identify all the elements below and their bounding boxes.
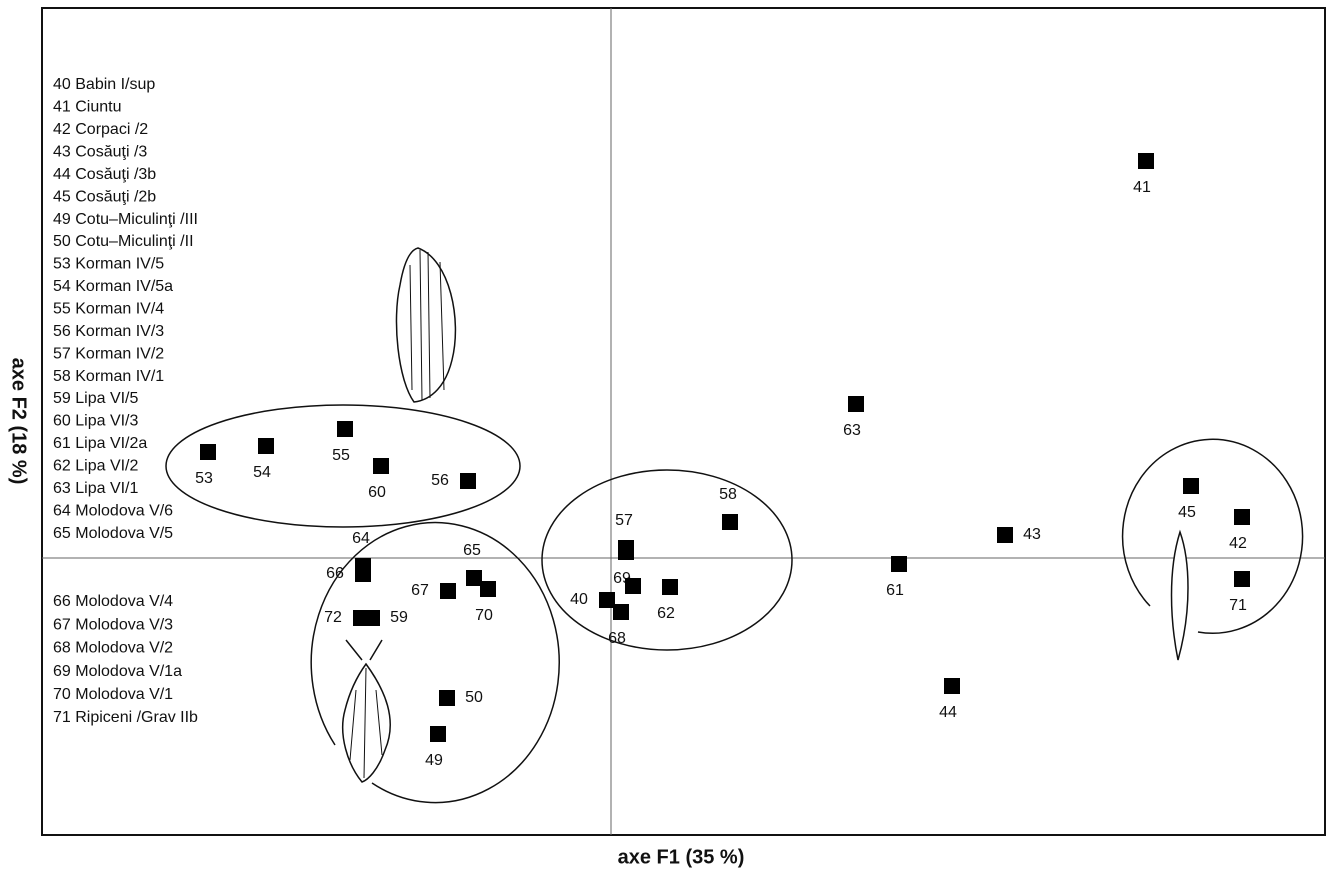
legend-entry: 68 Molodova V/2 (53, 640, 173, 657)
point-label: 63 (843, 422, 861, 439)
plot-frame (42, 8, 1325, 835)
legend-entry: 60 Lipa VI/3 (53, 413, 139, 430)
legend-entry: 64 Molodova V/6 (53, 502, 173, 519)
cluster-outlines (166, 405, 1303, 803)
legend-entry: 55 Korman IV/4 (53, 301, 164, 318)
point (439, 690, 455, 706)
legend-entry: 50 Cotu–Miculinţi /II (53, 233, 194, 250)
legend-entry: 54 Korman IV/5a (53, 278, 173, 295)
y-axis-label: axe F2 (18 %) (8, 358, 30, 485)
point (466, 570, 482, 586)
point (1234, 509, 1250, 525)
point (258, 438, 274, 454)
legend-entry: 45 Cosăuţi /2b (53, 188, 156, 205)
point-label: 62 (657, 605, 675, 622)
legend-entry: 59 Lipa VI/5 (53, 390, 139, 407)
legend-entry: 63 Lipa VI/1 (53, 480, 139, 497)
point (1138, 153, 1154, 169)
legend-entry: 61 Lipa VI/2a (53, 435, 147, 452)
point-label: 41 (1133, 179, 1151, 196)
point-label: 54 (253, 464, 271, 481)
point-label: 68 (608, 630, 626, 647)
legend-entry: 42 Corpaci /2 (53, 121, 148, 138)
legend-entry: 70 Molodova V/1 (53, 686, 173, 703)
legend-entry: 53 Korman IV/5 (53, 256, 164, 273)
point (722, 514, 738, 530)
point-label: 72 (324, 609, 342, 626)
point-label: 57 (615, 512, 633, 529)
point (440, 583, 456, 599)
point-label: 44 (939, 704, 957, 721)
point (613, 604, 629, 620)
point-label: 56 (431, 472, 449, 489)
legend-entry: 41 Ciuntu (53, 99, 122, 116)
point-label: 61 (886, 582, 904, 599)
point (355, 566, 371, 582)
blade-drawing (1172, 532, 1189, 660)
point (1183, 478, 1199, 494)
point (460, 473, 476, 489)
point-label: 71 (1229, 597, 1247, 614)
point-label: 43 (1023, 526, 1041, 543)
legend-entry: 40 Babin I/sup (53, 76, 155, 93)
point-label: 64 (352, 530, 370, 547)
legend-entry: 44 Cosăuţi /3b (53, 166, 156, 183)
point (373, 458, 389, 474)
point-label: 59 (390, 609, 408, 626)
legend-entry: 69 Molodova V/1a (53, 663, 182, 680)
point-label: 60 (368, 484, 386, 501)
point (848, 396, 864, 412)
point-label: 70 (475, 607, 493, 624)
point (364, 610, 380, 626)
point (997, 527, 1013, 543)
point (662, 579, 678, 595)
legend-entry: 62 Lipa VI/2 (53, 458, 139, 475)
point-label: 50 (465, 689, 483, 706)
point (337, 421, 353, 437)
legend-entry: 57 Korman IV/2 (53, 345, 164, 362)
x-axis-label: axe F1 (35 %) (618, 846, 745, 868)
point-label: 40 (570, 591, 588, 608)
legend-entry: 58 Korman IV/1 (53, 368, 164, 385)
legend-entry: 65 Molodova V/5 (53, 525, 173, 542)
point (618, 544, 634, 560)
point-label: 58 (719, 486, 737, 503)
point-label: 53 (195, 470, 213, 487)
legend-entry: 56 Korman IV/3 (53, 323, 164, 340)
point-label: 66 (326, 565, 344, 582)
point (200, 444, 216, 460)
legend-entry: 66 Molodova V/4 (53, 593, 173, 610)
chart: axe F1 (35 %) axe F2 (18 %) 40 Babin I/s… (0, 0, 1328, 870)
point-label: 67 (411, 582, 429, 599)
blade-drawing (343, 664, 391, 782)
legend-entry: 67 Molodova V/3 (53, 616, 173, 633)
point (599, 592, 615, 608)
point (891, 556, 907, 572)
cluster-ellipse (542, 470, 792, 650)
point-label: 65 (463, 542, 481, 559)
legend-entry: 49 Cotu–Miculinţi /III (53, 211, 198, 228)
point (944, 678, 960, 694)
point (480, 581, 496, 597)
point (1234, 571, 1250, 587)
cluster-ellipse (1123, 439, 1303, 633)
legend-entry: 71 Ripiceni /Grav IIb (53, 709, 198, 726)
point (625, 578, 641, 594)
point-label: 45 (1178, 504, 1196, 521)
point-label: 42 (1229, 535, 1247, 552)
point-label: 49 (425, 752, 443, 769)
blade-drawing (396, 248, 455, 402)
legend-entry: 43 Cosăuţi /3 (53, 144, 147, 161)
point (430, 726, 446, 742)
point-label: 55 (332, 447, 350, 464)
arrow (346, 640, 382, 660)
